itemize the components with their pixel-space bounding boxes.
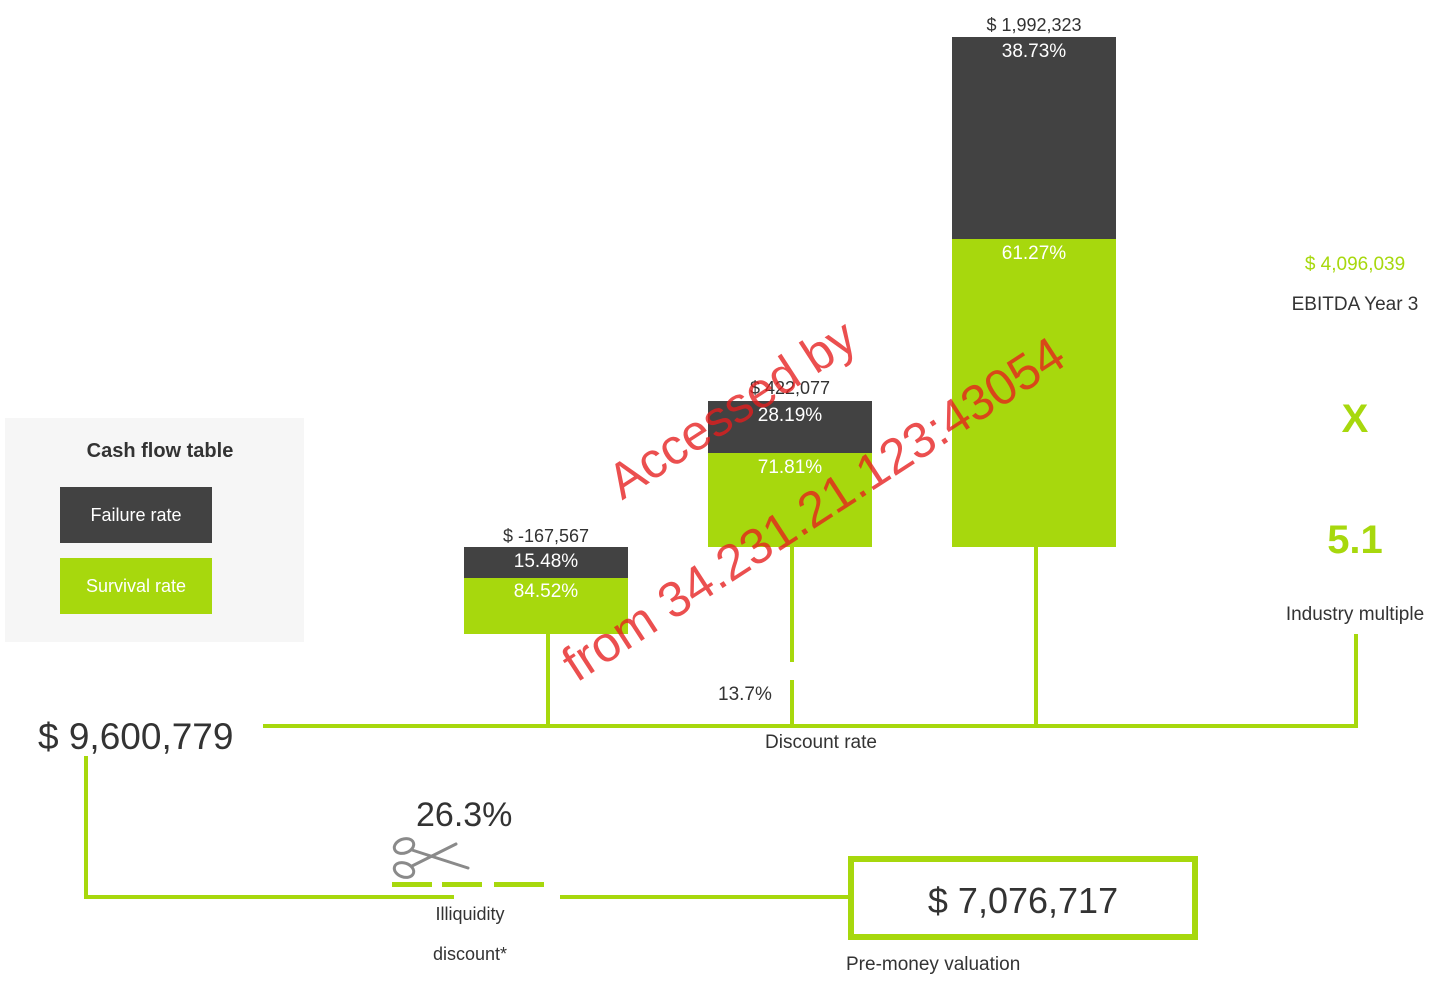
valuation-bottom-line [84,895,454,899]
main-connector-line [263,724,1358,728]
illiquidity-label-line2: discount* [432,944,508,964]
year3-amount: $ 1,992,323 [986,15,1082,35]
valuation-down-line [84,756,88,899]
industry-multiple-value: 5.1 [1327,518,1383,562]
multiply-sign: X [1341,397,1369,441]
pre-money-box [848,856,1198,940]
legend-survival-rate: Survival rate [60,558,212,614]
year2-survival-pct: 71.81% [757,457,823,478]
cut-dash-2 [442,882,482,887]
year3-survival-pct: 61.27% [1001,243,1067,264]
year3-connector [1034,546,1038,728]
illiquidity-value: 26.3% [416,796,513,834]
pre-money-value: $ 7,076,717 [927,880,1119,921]
cut-dash-3 [494,882,544,887]
ebitda-value: $ 4,096,039 [1304,254,1406,275]
year2-amount: $ 422,077 [749,378,831,398]
discount-rate-value: 13.7% [718,684,772,705]
year3-survival-segment [952,239,1116,547]
legend-title: Cash flow table [86,440,234,462]
scissors-icon [390,832,472,889]
discount-rate-label: Discount rate [765,732,877,753]
year2-failure-pct: 28.19% [757,405,823,426]
year2-survival-segment [708,453,872,547]
year2-connector-lower [790,680,794,728]
cut-dash-1 [392,882,432,887]
pre-money-connector [560,895,850,899]
year1-survival-pct: 84.52% [513,581,579,602]
pre-money-label: Pre-money valuation [846,954,1021,975]
year1-failure-segment [464,547,628,578]
year1-survival-segment [464,578,628,634]
legend-failure-rate: Failure rate [60,487,212,543]
year1-failure-pct: 15.48% [513,551,579,572]
industry-multiple-label: Industry multiple [1285,604,1425,625]
ebitda-label: EBITDA Year 3 [1291,294,1419,315]
total-value: $ 9,600,779 [38,716,234,757]
multiple-connector [1354,634,1358,728]
year3-failure-segment [952,37,1116,239]
year1-amount: $ -167,567 [502,526,590,546]
year2-connector-upper [790,546,794,662]
year1-connector [546,633,550,728]
year3-failure-pct: 38.73% [1001,41,1067,62]
year2-failure-segment [708,401,872,453]
illiquidity-label-line1: Illiquidity [435,904,505,924]
